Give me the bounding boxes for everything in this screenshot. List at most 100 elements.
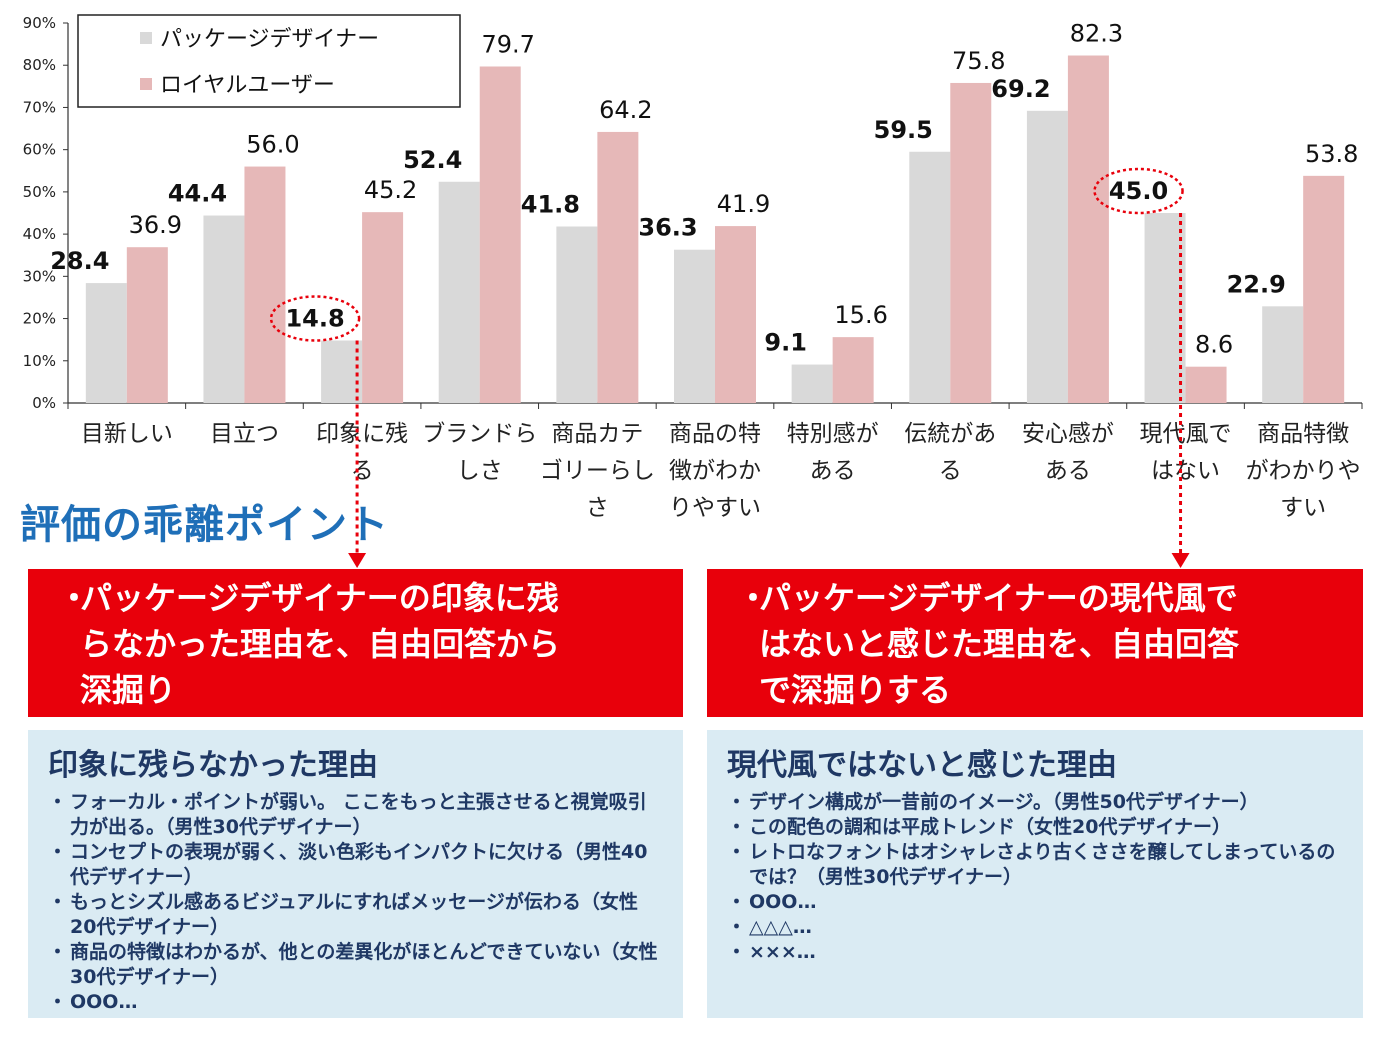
value-label-loyal-user: 56.0 xyxy=(246,131,299,159)
y-tick-label: 0% xyxy=(32,394,56,412)
y-tick-label: 70% xyxy=(23,98,56,116)
value-label-loyal-user: 36.9 xyxy=(129,211,182,239)
value-label-loyal-user: 53.8 xyxy=(1305,140,1358,168)
bar-designer xyxy=(85,283,127,403)
category-label-line: さ xyxy=(585,495,609,521)
category-label-line: 目新しい xyxy=(80,421,173,447)
bar-designer xyxy=(438,181,480,403)
value-label-designer: 59.5 xyxy=(874,116,933,144)
bar-designer xyxy=(321,340,363,403)
category-label-line: ある xyxy=(809,458,856,484)
bar-loyal-user xyxy=(362,212,404,403)
category-label: 商品特徴 がわかりや すい xyxy=(1245,416,1361,527)
category-label-line: すい xyxy=(1280,495,1327,521)
bar-loyal-user xyxy=(950,82,992,403)
category-label-line: 現代風で xyxy=(1139,421,1232,447)
category-label-line: 目立つ xyxy=(209,421,279,447)
reason-item: コンセプトの表現が弱く、淡い色彩もインパクトに欠ける（男性40代デザイナー） xyxy=(48,840,663,890)
reasons-title: 現代風ではないと感じた理由 xyxy=(727,748,1117,783)
bar-designer xyxy=(1144,213,1186,403)
y-tick-label: 60% xyxy=(23,141,56,159)
bar-designer xyxy=(1262,306,1304,403)
category-label: 目立つ xyxy=(186,416,302,453)
category-label-line: 商品特徴 xyxy=(1257,421,1350,447)
category-label-line: 商品の特 xyxy=(669,421,761,447)
bar-loyal-user xyxy=(479,66,521,403)
category-label-line: りやすい xyxy=(669,495,761,521)
category-label: 特別感が ある xyxy=(775,416,891,490)
bar-loyal-user xyxy=(715,226,756,403)
legend: パッケージデザイナー ロイヤルユーザー xyxy=(77,14,461,108)
category-label: 商品の特 徴がわか りやすい xyxy=(657,416,773,527)
value-labels: 28.4 36.9 44.4 56.0 14.8 45.252.4 79.7 41.8 64.2… xyxy=(50,20,1358,359)
reason-item: もっとシズル感あるビジュアルにすればメッセージが伝わる（女性20代デザイナー） xyxy=(48,890,663,940)
reason-item: OOO… xyxy=(727,890,1343,915)
reason-item: フォーカル・ポイントが弱い。 ここをもっと主張させると視覚吸引力が出る。（男性3… xyxy=(48,790,663,840)
legend-label-designer: パッケージデザイナー xyxy=(160,27,379,52)
action-line: パッケージデザイナーの現代風で xyxy=(759,579,1238,617)
category-label-line: しさ xyxy=(456,458,503,484)
bar-designer xyxy=(556,226,598,403)
legend-swatch-loyal-user xyxy=(140,78,152,90)
value-label-loyal-user: 75.8 xyxy=(952,47,1005,75)
value-label-loyal-user: 45.2 xyxy=(364,176,417,204)
category-label-line: ゴリーらし xyxy=(539,458,655,484)
bar-designer xyxy=(203,215,245,403)
category-label-line: ある xyxy=(1044,458,1091,484)
reason-item: レトロなフォントはオシャレさより古くささを醸してしまっているのでは？（男性30代… xyxy=(727,840,1343,890)
action-line: パッケージデザイナーの印象に残 xyxy=(80,579,559,617)
category-label-line: はない xyxy=(1151,458,1221,484)
category-label-line: 安心感が xyxy=(1021,421,1114,447)
bullet: ・ xyxy=(58,579,91,617)
value-label-designer: 52.4 xyxy=(403,146,462,174)
bars xyxy=(85,55,1345,404)
category-label-line: 印象に残 xyxy=(316,421,409,447)
y-tick-label: 40% xyxy=(23,225,56,243)
category-label: 目新しい xyxy=(69,416,185,453)
value-label-designer: 22.9 xyxy=(1227,270,1286,298)
value-label-designer: 36.3 xyxy=(638,214,697,242)
y-tick-label: 50% xyxy=(23,183,56,201)
bullet: ・ xyxy=(737,579,770,617)
reason-item: デザイン構成が一昔前のイメージ。（男性50代デザイナー） xyxy=(727,790,1343,815)
category-label: 商品カテゴリーらしさ xyxy=(539,416,655,527)
value-label-designer: 41.8 xyxy=(521,191,580,219)
legend-label-loyal-user: ロイヤルユーザー xyxy=(160,73,335,98)
highlight-ellipse xyxy=(269,295,361,342)
category-label-line: ブランドら xyxy=(422,421,538,447)
highlight-ellipse xyxy=(1093,167,1184,215)
bar-loyal-user xyxy=(126,247,168,403)
value-label-designer: 69.2 xyxy=(991,75,1050,103)
action-box-modern: ・ パッケージデザイナーの現代風で はないと感じた理由を、自由回答 で深掘りする xyxy=(707,569,1363,717)
bar-designer xyxy=(1026,110,1068,404)
bar-loyal-user xyxy=(1303,175,1345,403)
reason-item: △△△… xyxy=(727,915,1343,940)
category-label: 現代風で はない xyxy=(1128,416,1244,490)
category-label: 印象に残る xyxy=(304,416,420,490)
value-label-designer: 28.4 xyxy=(50,247,109,275)
action-line: 深掘り xyxy=(80,671,177,709)
value-label-designer: 44.4 xyxy=(168,180,227,208)
reasons-list: デザイン構成が一昔前のイメージ。（男性50代デザイナー） この配色の調和は平成ト… xyxy=(727,790,1343,965)
value-label-designer: 14.8 xyxy=(285,305,344,333)
category-label-line: 商品カテ xyxy=(551,421,644,447)
action-line: で深掘りする xyxy=(759,671,952,709)
section-title: 評価の乖離ポイント xyxy=(20,502,389,548)
category-label-line: る xyxy=(350,458,374,484)
highlights xyxy=(269,167,1184,342)
bar-loyal-user xyxy=(832,337,874,403)
value-label-loyal-user: 82.3 xyxy=(1070,20,1123,48)
reason-item: ×××… xyxy=(727,940,1343,965)
bar-loyal-user xyxy=(1185,366,1227,403)
bar-designer xyxy=(674,249,715,403)
category-label: ブランドら しさ xyxy=(422,416,538,490)
category-label-line: 伝統があ xyxy=(904,421,997,447)
y-tick-label: 80% xyxy=(23,56,56,74)
value-label-loyal-user: 8.6 xyxy=(1195,331,1233,359)
reasons-box-modern: 現代風ではないと感じた理由 デザイン構成が一昔前のイメージ。（男性50代デザイナ… xyxy=(707,730,1363,1018)
value-label-designer: 45.0 xyxy=(1109,177,1168,205)
reasons-box-impression: 印象に残らなかった理由 フォーカル・ポイントが弱い。 ここをもっと主張させると視… xyxy=(28,730,683,1018)
value-label-loyal-user: 41.9 xyxy=(717,190,770,218)
reason-item: 商品の特徴はわかるが、他との差異化がほとんどできていない（女性30代デザイナー） xyxy=(48,940,663,990)
reason-item: OOO… xyxy=(48,990,663,1015)
